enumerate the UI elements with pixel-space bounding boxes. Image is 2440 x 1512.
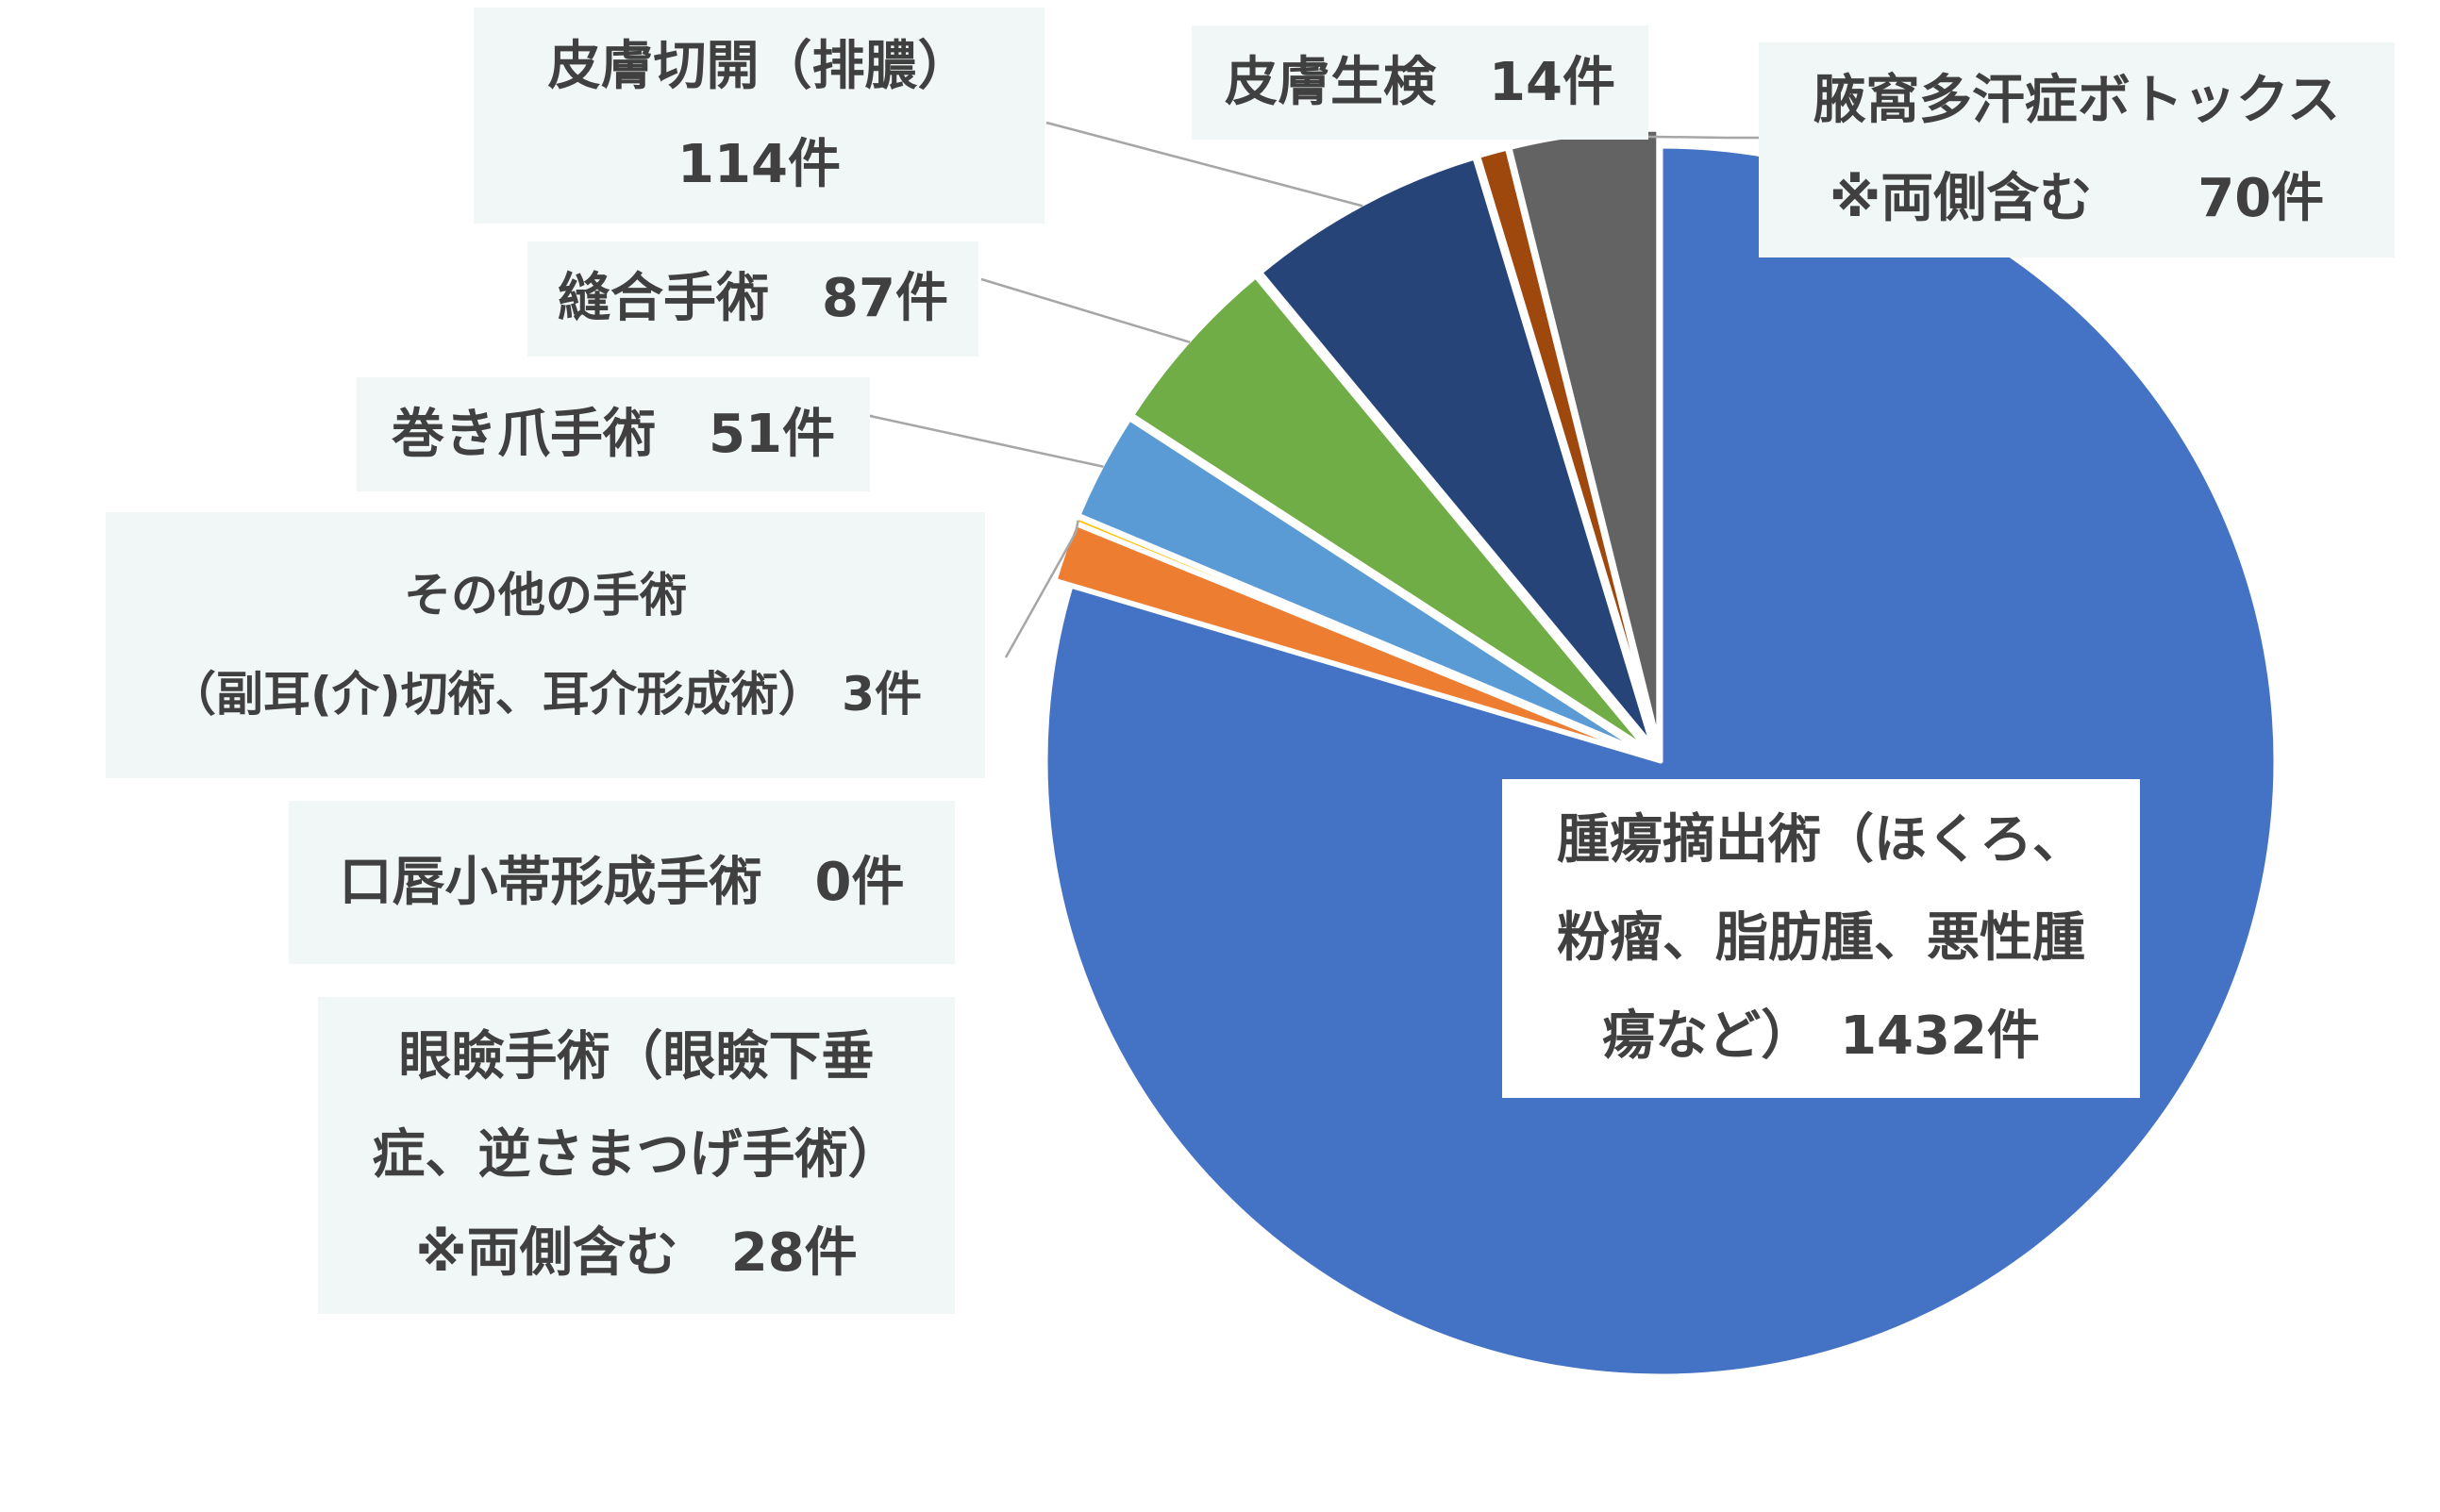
data-label-line: 眼瞼手術（眼瞼下垂 (398, 1026, 875, 1088)
leader-line-other-surgery (1004, 520, 1079, 658)
data-label-line: 皮膚切開（排膿） (547, 35, 971, 97)
data-label-line: 症、逆さまつげ手術） (372, 1124, 901, 1186)
data-label-ingrown-nail: 巻き爪手術 51件 (357, 377, 870, 491)
leader-line-suture (980, 277, 1191, 344)
data-label-eyelid-surgery: 眼瞼手術（眼瞼下垂 症、逆さまつげ手術） ※両側含む 28件 (318, 997, 955, 1314)
data-label-skin-incision: 皮膚切開（排膿） 114件 (474, 8, 1045, 224)
data-label-tumor-excision: 腫瘍摘出術（ほくろ、 粉瘤、脂肪腫、悪性腫 瘍など） 1432件 (1502, 779, 2140, 1098)
pie-slice-skin-incision (1258, 155, 1655, 749)
data-label-line: 瘍など） 1432件 (1602, 1005, 2040, 1067)
data-label-axillary-botox: 腋窩多汗症ボトックス ※両側含む 70件 (1759, 42, 2395, 258)
data-label-line: 粉瘤、脂肪腫、悪性腫 (1557, 907, 2085, 969)
data-label-skin-biopsy: 皮膚生検 14件 (1192, 25, 1648, 140)
data-label-line: 口唇小帯形成手術 0件 (339, 851, 905, 913)
leader-line-skin-incision (1045, 121, 1363, 208)
data-label-other-surgery: その他の手術 （副耳(介)切術、耳介形成術） 3件 (106, 512, 985, 778)
data-label-lip-frenulum: 口唇小帯形成手術 0件 (289, 801, 955, 964)
data-label-line: 腫瘍摘出術（ほくろ、 (1557, 809, 2085, 871)
pie-slice-skin-biopsy (1476, 145, 1659, 748)
data-label-line: 114件 (677, 133, 841, 195)
data-label-line: 腋窩多汗症ボトックス (1813, 70, 2341, 131)
data-label-line: ※両側含む 70件 (1829, 168, 2325, 229)
leader-line-ingrown-nail (869, 414, 1104, 469)
pie-slices (1043, 126, 2279, 1379)
data-label-line: 巻き爪手術 51件 (392, 403, 835, 465)
data-label-suture: 縫合手術 87件 (527, 241, 978, 357)
data-label-line: （副耳(介)切術、耳介形成術） 3件 (169, 667, 922, 722)
data-label-line: その他の手術 (404, 568, 687, 623)
data-label-line: 縫合手術 87件 (558, 268, 948, 329)
data-label-line: ※両側含む 28件 (415, 1222, 858, 1284)
data-label-line: 皮膚生検 14件 (1225, 51, 1615, 113)
